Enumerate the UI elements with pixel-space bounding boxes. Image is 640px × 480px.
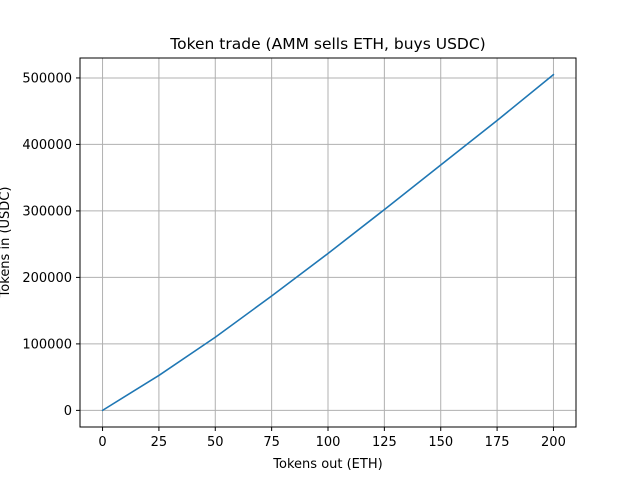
x-tick-label: 25 — [151, 435, 168, 450]
y-axis-label: Tokens in (USDC) — [0, 187, 13, 299]
x-tick-label: 75 — [263, 435, 280, 450]
x-tick-label: 150 — [428, 435, 453, 450]
y-tick-label: 0 — [64, 404, 72, 419]
x-axis-label: Tokens out (ETH) — [272, 457, 382, 472]
y-tick-label: 400000 — [22, 138, 72, 153]
y-tick-label: 200000 — [22, 271, 72, 286]
y-tick-label: 100000 — [22, 337, 72, 352]
x-tick-label: 200 — [541, 435, 566, 450]
x-tick-label: 100 — [316, 435, 341, 450]
ticks: 0 25 50 75 100 125 150 175 200 0 100000 200000 30000… — [22, 71, 566, 450]
series-line — [101, 73, 555, 412]
grid-lines — [80, 58, 576, 427]
x-tick-label: 175 — [485, 435, 510, 450]
x-tick-label: 50 — [207, 435, 224, 450]
series-layer — [101, 73, 555, 412]
x-tick-label: 125 — [372, 435, 397, 450]
y-tick-label: 300000 — [22, 204, 72, 219]
y-tick-label: 500000 — [22, 71, 72, 86]
chart-title: Token trade (AMM sells ETH, buys USDC) — [169, 35, 485, 53]
x-tick-label: 0 — [98, 435, 106, 450]
